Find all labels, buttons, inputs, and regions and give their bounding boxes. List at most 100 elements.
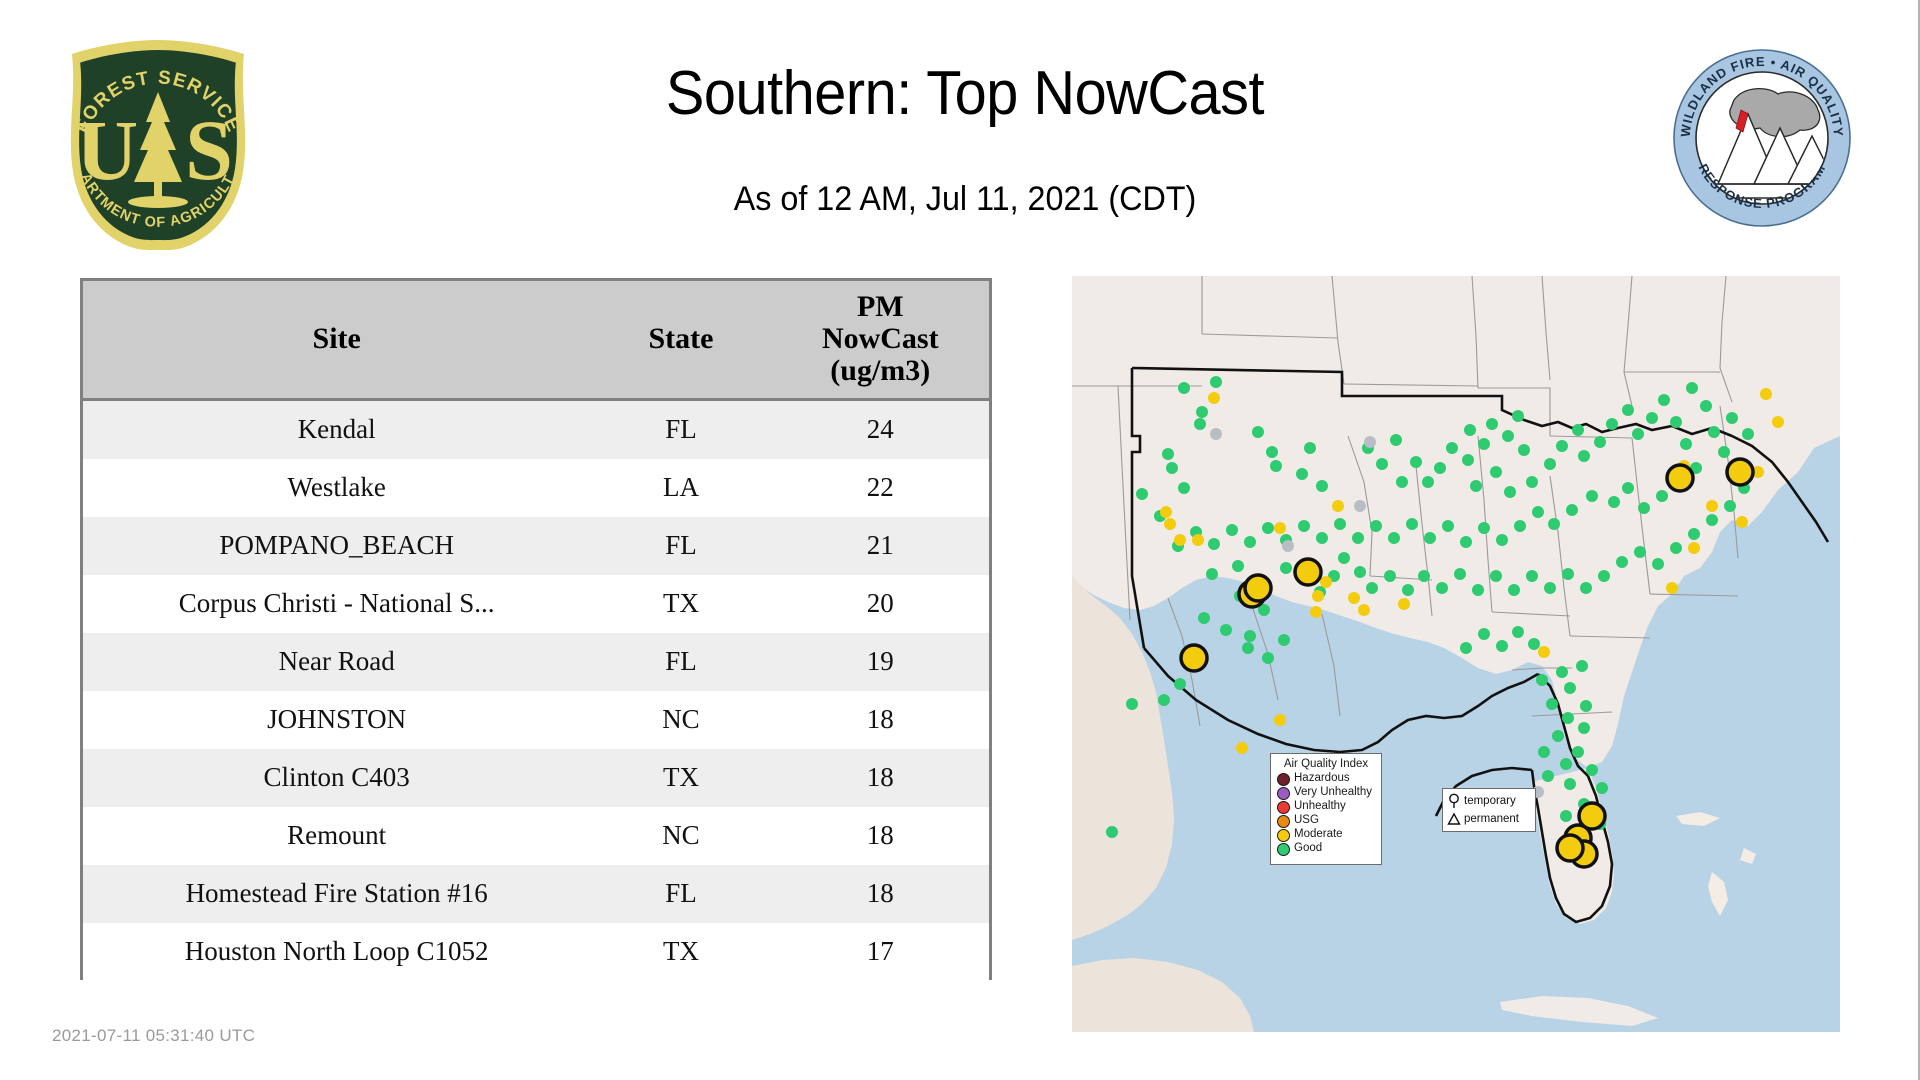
- map-graphic: [1072, 276, 1840, 1032]
- table-row[interactable]: JOHNSTON NC 18: [83, 690, 989, 749]
- pm-value-cell: 18: [866, 762, 894, 792]
- column-header-state: State: [590, 281, 772, 401]
- monitor-dots: [1106, 376, 1784, 869]
- table-row[interactable]: Remount NC 18: [83, 806, 989, 865]
- legend-row-permanent: permanent: [1447, 810, 1531, 828]
- flame-icon: [1735, 109, 1749, 133]
- aqi-legend-swatch: [1277, 828, 1290, 842]
- top-site-markers: [1179, 457, 1755, 869]
- aqi-legend-swatch: [1277, 772, 1290, 786]
- site-cell: Remount: [287, 820, 387, 850]
- state-cell: FL: [665, 530, 697, 560]
- pm-value-cell: 21: [866, 530, 894, 560]
- state-cell: TX: [662, 762, 699, 792]
- site-cell: Corpus Christi - National S...: [178, 588, 495, 618]
- region-outline: [1130, 366, 1830, 924]
- aqi-legend: Air Quality Index Hazardous Very Unhealth…: [1270, 753, 1382, 865]
- column-header-site: Site: [83, 281, 591, 401]
- site-cell: Houston North Loop C1052: [184, 936, 489, 966]
- top-site-marker-remount: [1665, 463, 1695, 493]
- state-cell: FL: [665, 414, 697, 444]
- legend-row-temporary: temporary: [1447, 792, 1531, 810]
- table-header-row: Site State PM NowCast (ug/m3): [83, 281, 989, 401]
- site-cell: Kendal: [297, 414, 376, 444]
- footer-timestamp: 2021-07-11 05:31:40 UTC: [52, 1026, 256, 1045]
- top-site-marker-westlake: [1293, 557, 1323, 587]
- good-monitors: [1106, 376, 1754, 844]
- page-title: Southern: Top NowCast: [665, 59, 1265, 128]
- wildland-fire-air-quality-program-logo: WILDLAND FIRE • AIR QUALITY RESPONSE PRO…: [1672, 48, 1852, 228]
- aqi-legend-swatch: [1277, 814, 1290, 828]
- table-body: Kendal FL 24 Westlake LA 22 POMPANO_BEACH FL 21 C…: [83, 399, 989, 981]
- table-row[interactable]: Clinton C403 TX 18: [83, 748, 989, 807]
- us-forest-service-logo: FOREST SERVICE DEPARTMENT OF AGRICULTURE…: [52, 22, 258, 254]
- aqi-legend-item: Hazardous: [1277, 772, 1375, 786]
- top-site-marker-kendal: [1555, 833, 1585, 863]
- aqi-legend-title: Air Quality Index: [1283, 758, 1369, 770]
- page-header: FOREST SERVICE DEPARTMENT OF AGRICULTURE…: [0, 0, 1920, 270]
- aqi-legend-swatch: [1277, 786, 1290, 800]
- permanent-triangle-icon: [1447, 812, 1461, 825]
- aqi-legend-item: USG: [1277, 814, 1375, 828]
- pm-value-cell: 20: [866, 588, 894, 618]
- state-cell: TX: [662, 588, 699, 618]
- top-site-marker-pompano-beach: [1577, 801, 1607, 831]
- pm-value-cell: 17: [866, 936, 894, 966]
- temporary-circle-icon: [1449, 793, 1459, 808]
- aqi-legend-label: Moderate: [1294, 828, 1343, 841]
- aqi-legend-label: Unhealthy: [1294, 800, 1346, 813]
- page-subtitle: As of 12 AM, Jul 11, 2021 (CDT): [733, 180, 1197, 218]
- table-row[interactable]: Corpus Christi - National S... TX 20: [83, 574, 989, 633]
- legend-label-permanent: permanent: [1464, 813, 1519, 825]
- moderate-monitors-small: [1160, 388, 1784, 754]
- top-site-marker-corpus-christi: [1179, 643, 1209, 673]
- state-cell: FL: [665, 646, 697, 676]
- table-row[interactable]: Westlake LA 22: [83, 458, 989, 517]
- column-header-pm-nowcast: PM NowCast (ug/m3): [771, 281, 989, 401]
- aqi-legend-swatch: [1277, 800, 1290, 814]
- state-cell: NC: [662, 704, 700, 734]
- aqi-legend-swatch: [1277, 842, 1290, 856]
- aqi-legend-item: Very Unhealthy: [1277, 786, 1375, 800]
- pm-value-cell: 18: [866, 878, 894, 908]
- top-site-marker-johnston: [1725, 457, 1755, 487]
- site-cell: Westlake: [287, 472, 386, 502]
- aqi-legend-item: Moderate: [1277, 828, 1375, 842]
- site-cell: Clinton C403: [263, 762, 410, 792]
- site-cell: Homestead Fire Station #16: [185, 878, 488, 908]
- legend-label-temporary: temporary: [1464, 795, 1516, 807]
- table-row[interactable]: POMPANO_BEACH FL 21: [83, 516, 989, 575]
- top-nowcast-table-container: Site State PM NowCast (ug/m3) Kendal FL 24…: [80, 278, 992, 981]
- state-cell: LA: [662, 472, 699, 502]
- pm-header-line-3: (ug/m3): [830, 354, 931, 388]
- table-row[interactable]: Homestead Fire Station #16 FL 18: [83, 864, 989, 923]
- table-row[interactable]: Near Road FL 19: [83, 632, 989, 691]
- table-row[interactable]: Houston North Loop C1052 TX 17: [83, 922, 989, 981]
- pm-value-cell: 22: [866, 472, 894, 502]
- aqi-legend-item: Unhealthy: [1277, 800, 1375, 814]
- cuba-island: [1500, 996, 1658, 1026]
- aqi-legend-label: USG: [1294, 814, 1319, 827]
- state-cell: FL: [665, 878, 697, 908]
- aqi-legend-rows: Hazardous Very Unhealthy Unhealthy USG Moder…: [1277, 772, 1375, 856]
- aqi-legend-label: Very Unhealthy: [1294, 786, 1372, 799]
- bahamas-islands: [1676, 812, 1756, 916]
- fs-logo-letter-u: U: [76, 102, 138, 198]
- pm-value-cell: 18: [866, 704, 894, 734]
- fs-logo-letter-s: S: [185, 102, 233, 198]
- site-cell: Near Road: [278, 646, 395, 676]
- monitor-type-legend: temporary permanent: [1442, 788, 1536, 832]
- state-cell: TX: [662, 936, 699, 966]
- pine-tree-icon: [128, 92, 188, 208]
- aqi-legend-item: Good: [1277, 842, 1375, 856]
- air-quality-monitor-map[interactable]: Air Quality Index Hazardous Very Unhealth…: [1072, 276, 1840, 1032]
- site-cell: POMPANO_BEACH: [219, 530, 454, 560]
- state-cell: NC: [662, 820, 700, 850]
- pm-value-cell: 18: [866, 820, 894, 850]
- pm-value-cell: 24: [866, 414, 894, 444]
- aqi-legend-label: Hazardous: [1294, 772, 1350, 785]
- pm-header-line-2: NowCast: [821, 322, 939, 356]
- site-cell: JOHNSTON: [267, 704, 407, 734]
- aqi-legend-label: Good: [1294, 842, 1323, 855]
- table-row[interactable]: Kendal FL 24: [83, 399, 989, 459]
